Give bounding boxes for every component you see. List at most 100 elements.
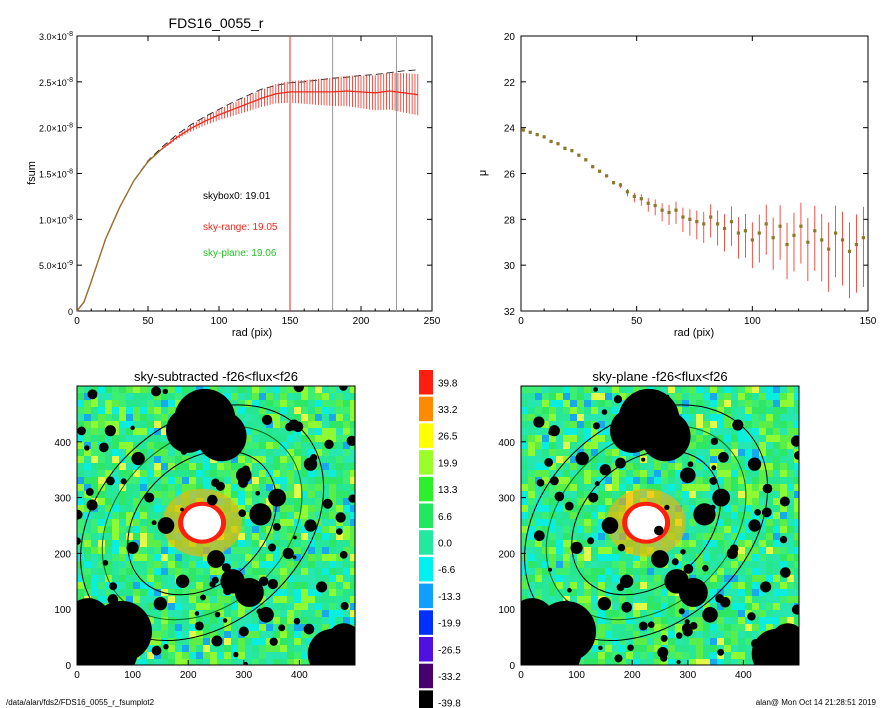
map-noise-cell bbox=[535, 526, 542, 533]
map-noise-cell bbox=[161, 400, 168, 407]
map-noise-cell bbox=[542, 477, 549, 484]
map-noise-cell bbox=[329, 498, 336, 505]
masked-source bbox=[547, 567, 553, 572]
map-noise-cell bbox=[535, 428, 542, 435]
map-noise-cell bbox=[654, 617, 661, 624]
map-noise-cell bbox=[647, 582, 654, 589]
map-noise-cell bbox=[126, 421, 133, 428]
map-noise-cell bbox=[647, 554, 654, 561]
map-noise-cell bbox=[612, 589, 619, 596]
map-noise-cell bbox=[759, 547, 766, 554]
map-noise-cell bbox=[154, 393, 161, 400]
map-noise-cell bbox=[140, 400, 147, 407]
map-noise-cell bbox=[591, 596, 598, 603]
map-noise-cell bbox=[584, 421, 591, 428]
map-noise-cell bbox=[280, 400, 287, 407]
map-noise-cell bbox=[738, 624, 745, 631]
map-noise-cell bbox=[112, 463, 119, 470]
map-noise-cell bbox=[549, 400, 556, 407]
galaxy-saturated-core bbox=[183, 505, 222, 540]
map-noise-cell bbox=[336, 617, 343, 624]
map-noise-cell bbox=[780, 603, 787, 610]
map-noise-cell bbox=[612, 624, 619, 631]
map-noise-cell bbox=[752, 400, 759, 407]
map-noise-cell bbox=[549, 456, 556, 463]
map-noise-cell bbox=[245, 442, 252, 449]
map-noise-cell bbox=[182, 456, 189, 463]
map-noise-cell bbox=[528, 512, 535, 519]
map-noise-cell bbox=[591, 610, 598, 617]
map-noise-cell bbox=[563, 386, 570, 393]
map-noise-cell bbox=[717, 393, 724, 400]
map-noise-cell bbox=[119, 407, 126, 414]
map-noise-cell bbox=[724, 561, 731, 568]
mu-x-ticks: 0 50 100 150 bbox=[518, 36, 877, 327]
map-noise-cell bbox=[203, 652, 210, 659]
map-noise-cell bbox=[273, 547, 280, 554]
map-noise-cell bbox=[252, 421, 259, 428]
map-noise-cell bbox=[696, 540, 703, 547]
map-noise-cell bbox=[84, 526, 91, 533]
map-noise-cell bbox=[738, 463, 745, 470]
map-noise-cell bbox=[217, 582, 224, 589]
map-noise-cell bbox=[161, 491, 168, 498]
map-noise-cell bbox=[780, 421, 787, 428]
map-noise-cell bbox=[584, 561, 591, 568]
map-noise-cell bbox=[717, 386, 724, 393]
map-noise-cell bbox=[724, 582, 731, 589]
map-noise-cell bbox=[745, 484, 752, 491]
sky-subtracted-map-panel: sky-subtracted -f26<flux<f26 0 100 200 300 4… bbox=[54, 369, 356, 681]
map-noise-cell bbox=[563, 442, 570, 449]
map-noise-cell bbox=[773, 421, 780, 428]
map-noise-cell bbox=[294, 477, 301, 484]
map-noise-cell bbox=[773, 582, 780, 589]
map-noise-cell bbox=[175, 652, 182, 659]
colorbar-swatch bbox=[419, 583, 433, 609]
map-noise-cell bbox=[98, 512, 105, 519]
map-noise-cell bbox=[584, 659, 591, 665]
map-noise-cell bbox=[703, 575, 710, 582]
map-noise-cell bbox=[294, 449, 301, 456]
map-noise-cell bbox=[322, 526, 329, 533]
map-noise-cell bbox=[301, 617, 308, 624]
map-noise-cell bbox=[738, 610, 745, 617]
map-noise-cell bbox=[619, 568, 626, 575]
mu-data-point bbox=[667, 210, 671, 215]
map-noise-cell bbox=[619, 631, 626, 638]
map-noise-cell bbox=[287, 575, 294, 582]
map-noise-cell bbox=[154, 414, 161, 421]
map-noise-cell bbox=[259, 463, 266, 470]
map-noise-cell bbox=[294, 400, 301, 407]
map-noise-cell bbox=[752, 421, 759, 428]
map-noise-cell bbox=[203, 610, 210, 617]
map-noise-cell bbox=[556, 400, 563, 407]
map-noise-cell bbox=[591, 526, 598, 533]
masked-source bbox=[200, 594, 206, 601]
map-noise-cell bbox=[252, 540, 259, 547]
map-noise-cell bbox=[315, 533, 322, 540]
map-noise-cell bbox=[350, 386, 355, 393]
map-noise-cell bbox=[738, 414, 745, 421]
map-noise-cell bbox=[759, 617, 766, 624]
map-noise-cell bbox=[773, 568, 780, 575]
map-noise-cell bbox=[98, 540, 105, 547]
map-noise-cell bbox=[598, 533, 605, 540]
map-noise-cell bbox=[633, 652, 640, 659]
map-noise-cell bbox=[598, 582, 605, 589]
map-noise-cell bbox=[280, 463, 287, 470]
map-noise-cell bbox=[689, 407, 696, 414]
map-noise-cell bbox=[563, 512, 570, 519]
map-noise-cell bbox=[105, 421, 112, 428]
map-noise-cell bbox=[528, 449, 535, 456]
map-noise-cell bbox=[577, 561, 584, 568]
map-noise-cell bbox=[773, 407, 780, 414]
map-noise-cell bbox=[612, 477, 619, 484]
mu-data-point bbox=[639, 197, 643, 201]
map-noise-cell bbox=[175, 463, 182, 470]
map-noise-cell bbox=[203, 554, 210, 561]
map-noise-cell bbox=[231, 645, 238, 652]
map-noise-cell bbox=[161, 533, 168, 540]
map-noise-cell bbox=[119, 414, 126, 421]
map-noise-cell bbox=[91, 463, 98, 470]
map-noise-cell bbox=[294, 456, 301, 463]
